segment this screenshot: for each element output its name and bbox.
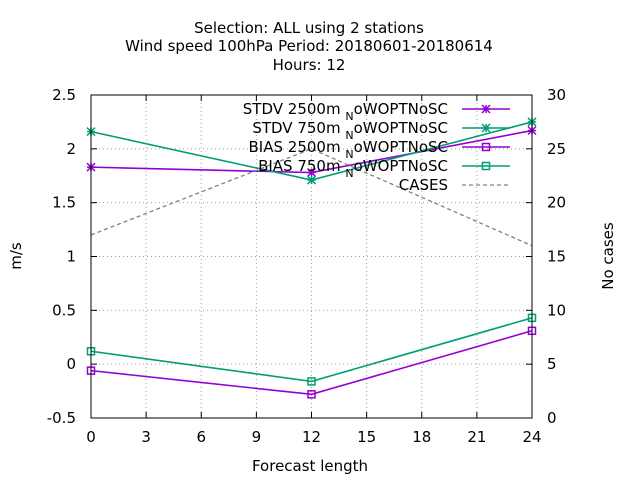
legend-label: BIAS 2500m NoWOPTNoSC xyxy=(249,138,448,161)
series-line xyxy=(90,317,533,383)
title-line-3: Hours: 12 xyxy=(273,56,346,74)
series-line xyxy=(90,330,533,396)
series-4 xyxy=(90,148,533,247)
data-point xyxy=(307,390,316,399)
y2-tick-label: 5 xyxy=(547,355,557,373)
y-tick-label: 2.5 xyxy=(52,86,76,104)
x-tick-label: 15 xyxy=(357,428,376,446)
y2-tick-label: 20 xyxy=(547,194,566,212)
y2-tick-label: 10 xyxy=(547,301,566,319)
legend-marker xyxy=(481,123,491,133)
y-tick-label: -0.5 xyxy=(47,409,76,427)
y-tick-label: 1.5 xyxy=(52,194,76,212)
legend-entry: STDV 2500m NoWOPTNoSC xyxy=(243,100,510,123)
x-tick-label: 24 xyxy=(522,428,541,446)
y2-tick-label: 15 xyxy=(547,248,566,266)
y-tick-label: 1 xyxy=(66,248,76,266)
y-tick-label: 0.5 xyxy=(52,301,76,319)
x-axis-label: Forecast length xyxy=(252,457,368,475)
axis-ticks: 0 3 6 9 12 15 18 21 24 -0.5 0 0.5 1 1.5 2 2.5 0 5 10 15 20 25… xyxy=(47,86,566,446)
legend-entry: BIAS 2500m NoWOPTNoSC xyxy=(249,138,510,161)
x-tick-label: 6 xyxy=(196,428,206,446)
x-tick-label: 12 xyxy=(302,428,321,446)
legend-marker xyxy=(481,104,491,114)
y-tick-label: 2 xyxy=(66,140,76,158)
legend-entry: BIAS 750m NoWOPTNoSC xyxy=(258,157,510,180)
y-axis-label: m/s xyxy=(7,242,25,270)
legend-label: STDV 2500m NoWOPTNoSC xyxy=(243,100,448,123)
legend-label: BIAS 750m NoWOPTNoSC xyxy=(258,157,448,180)
y2-tick-label: 30 xyxy=(547,86,566,104)
legend-marker xyxy=(481,142,491,152)
data-point xyxy=(306,175,317,185)
y2-tick-label: 25 xyxy=(547,140,566,158)
legend-marker xyxy=(481,161,491,171)
title-line-1: Selection: ALL using 2 stations xyxy=(194,19,424,37)
x-tick-label: 0 xyxy=(86,428,96,446)
data-point xyxy=(307,377,316,386)
x-tick-label: 3 xyxy=(141,428,151,446)
y2-tick-label: 0 xyxy=(547,409,557,427)
x-tick-label: 9 xyxy=(252,428,262,446)
legend-label: STDV 750m NoWOPTNoSC xyxy=(252,119,448,142)
grid-lines xyxy=(91,95,532,418)
x-tick-label: 21 xyxy=(467,428,486,446)
data-point xyxy=(306,167,317,178)
x-tick-label: 18 xyxy=(412,428,431,446)
legend-label: CASES xyxy=(399,176,448,194)
legend-entry: CASES xyxy=(399,176,510,194)
y2-axis-label: No cases xyxy=(599,222,617,290)
y-tick-label: 0 xyxy=(66,355,76,373)
series-line xyxy=(90,148,533,247)
legend-entry: STDV 750m NoWOPTNoSC xyxy=(252,119,510,142)
chart-title: Selection: ALL using 2 stations Wind spe… xyxy=(125,19,493,74)
title-line-2: Wind speed 100hPa Period: 20180601-20180… xyxy=(125,37,493,55)
